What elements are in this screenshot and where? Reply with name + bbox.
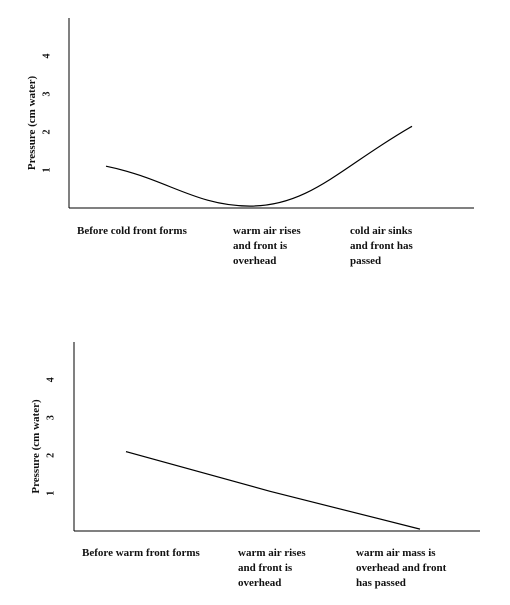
y-axis-label: Pressure (cm water) — [26, 76, 38, 171]
y-tick-label: 4 — [42, 54, 53, 59]
cold-front-pressure-chart: 1 2 3 4 Pressure (cm water) Before cold front… — [0, 0, 510, 290]
x-category-label-line: and front has — [350, 240, 413, 252]
x-category-label-line: warm air rises — [238, 547, 306, 559]
x-category-label: Before warm front forms — [82, 547, 201, 559]
x-category-label-line: Before warm front forms — [82, 547, 201, 559]
pressure-series-line — [125, 451, 421, 530]
x-category-label: cold air sinks and front has passed — [350, 225, 413, 267]
x-category-label-line: passed — [350, 255, 381, 267]
y-tick-label: 2 — [46, 453, 57, 458]
y-tick-label: 3 — [42, 92, 53, 97]
x-category-label-line: warm air mass is — [356, 547, 436, 559]
x-category-label-line: overhead — [233, 255, 276, 267]
x-category-label-line: Before cold front forms — [77, 225, 188, 237]
x-category-label: Before cold front forms — [77, 225, 188, 237]
x-category-label: warm air rises and front is overhead — [233, 225, 301, 267]
y-axis-label: Pressure (cm water) — [30, 399, 42, 494]
warm-front-pressure-chart: 1 2 3 4 Pressure (cm water) Before warm front… — [0, 320, 510, 605]
x-category-label-line: and front is — [238, 562, 293, 574]
y-tick-label: 1 — [46, 491, 57, 496]
y-tick-label: 4 — [46, 377, 57, 382]
y-tick-label: 3 — [46, 415, 57, 420]
x-category-label: warm air rises and front is overhead — [238, 547, 306, 589]
pressure-series-line — [105, 125, 413, 207]
warm-front-chart-svg: 1 2 3 4 Pressure (cm water) Before warm front… — [30, 342, 480, 589]
y-tick-label: 1 — [42, 168, 53, 173]
y-tick-label: 2 — [42, 130, 53, 135]
x-category-label-line: has passed — [356, 577, 406, 589]
x-category-label-line: overhead — [238, 577, 281, 589]
x-category-label-line: cold air sinks — [350, 225, 413, 237]
cold-front-chart-svg: 1 2 3 4 Pressure (cm water) Before cold front… — [26, 18, 474, 267]
x-category-label-line: and front is — [233, 240, 288, 252]
x-category-label: warm air mass is overhead and front has pa… — [356, 547, 447, 589]
x-category-label-line: overhead and front — [356, 562, 447, 574]
x-category-label-line: warm air rises — [233, 225, 301, 237]
